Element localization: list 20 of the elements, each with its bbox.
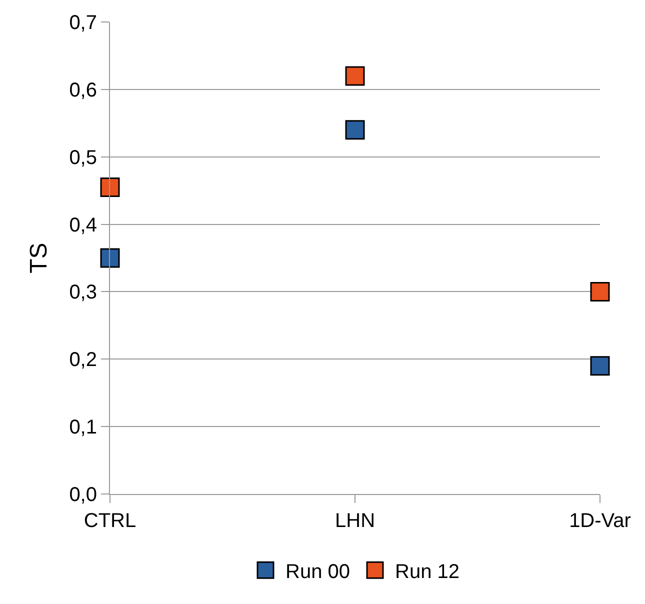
y-tick-label: 0,7 — [69, 12, 97, 34]
x-tick-label: 1D-Var — [569, 510, 632, 532]
y-tick-label: 0,6 — [69, 79, 97, 102]
y-tick-label: 0,2 — [69, 349, 97, 372]
y-tick-label: 0,0 — [69, 484, 97, 506]
legend-label: Run 00 — [286, 560, 350, 583]
legend-label: Run 12 — [395, 560, 460, 583]
y-axis-title: TS — [25, 242, 52, 274]
point — [345, 66, 365, 86]
y-tick-label: 0,4 — [69, 214, 97, 236]
y-tick-label: 0,5 — [69, 146, 97, 169]
point — [100, 177, 120, 197]
x-tick-label: LHN — [334, 510, 376, 532]
point — [590, 356, 610, 376]
y-tick-label: 0,1 — [69, 416, 97, 439]
y-tick-label: 0,3 — [69, 282, 97, 304]
point — [590, 282, 610, 302]
point — [345, 120, 365, 140]
point — [100, 248, 120, 268]
x-tick-label: CTRL — [84, 510, 136, 532]
